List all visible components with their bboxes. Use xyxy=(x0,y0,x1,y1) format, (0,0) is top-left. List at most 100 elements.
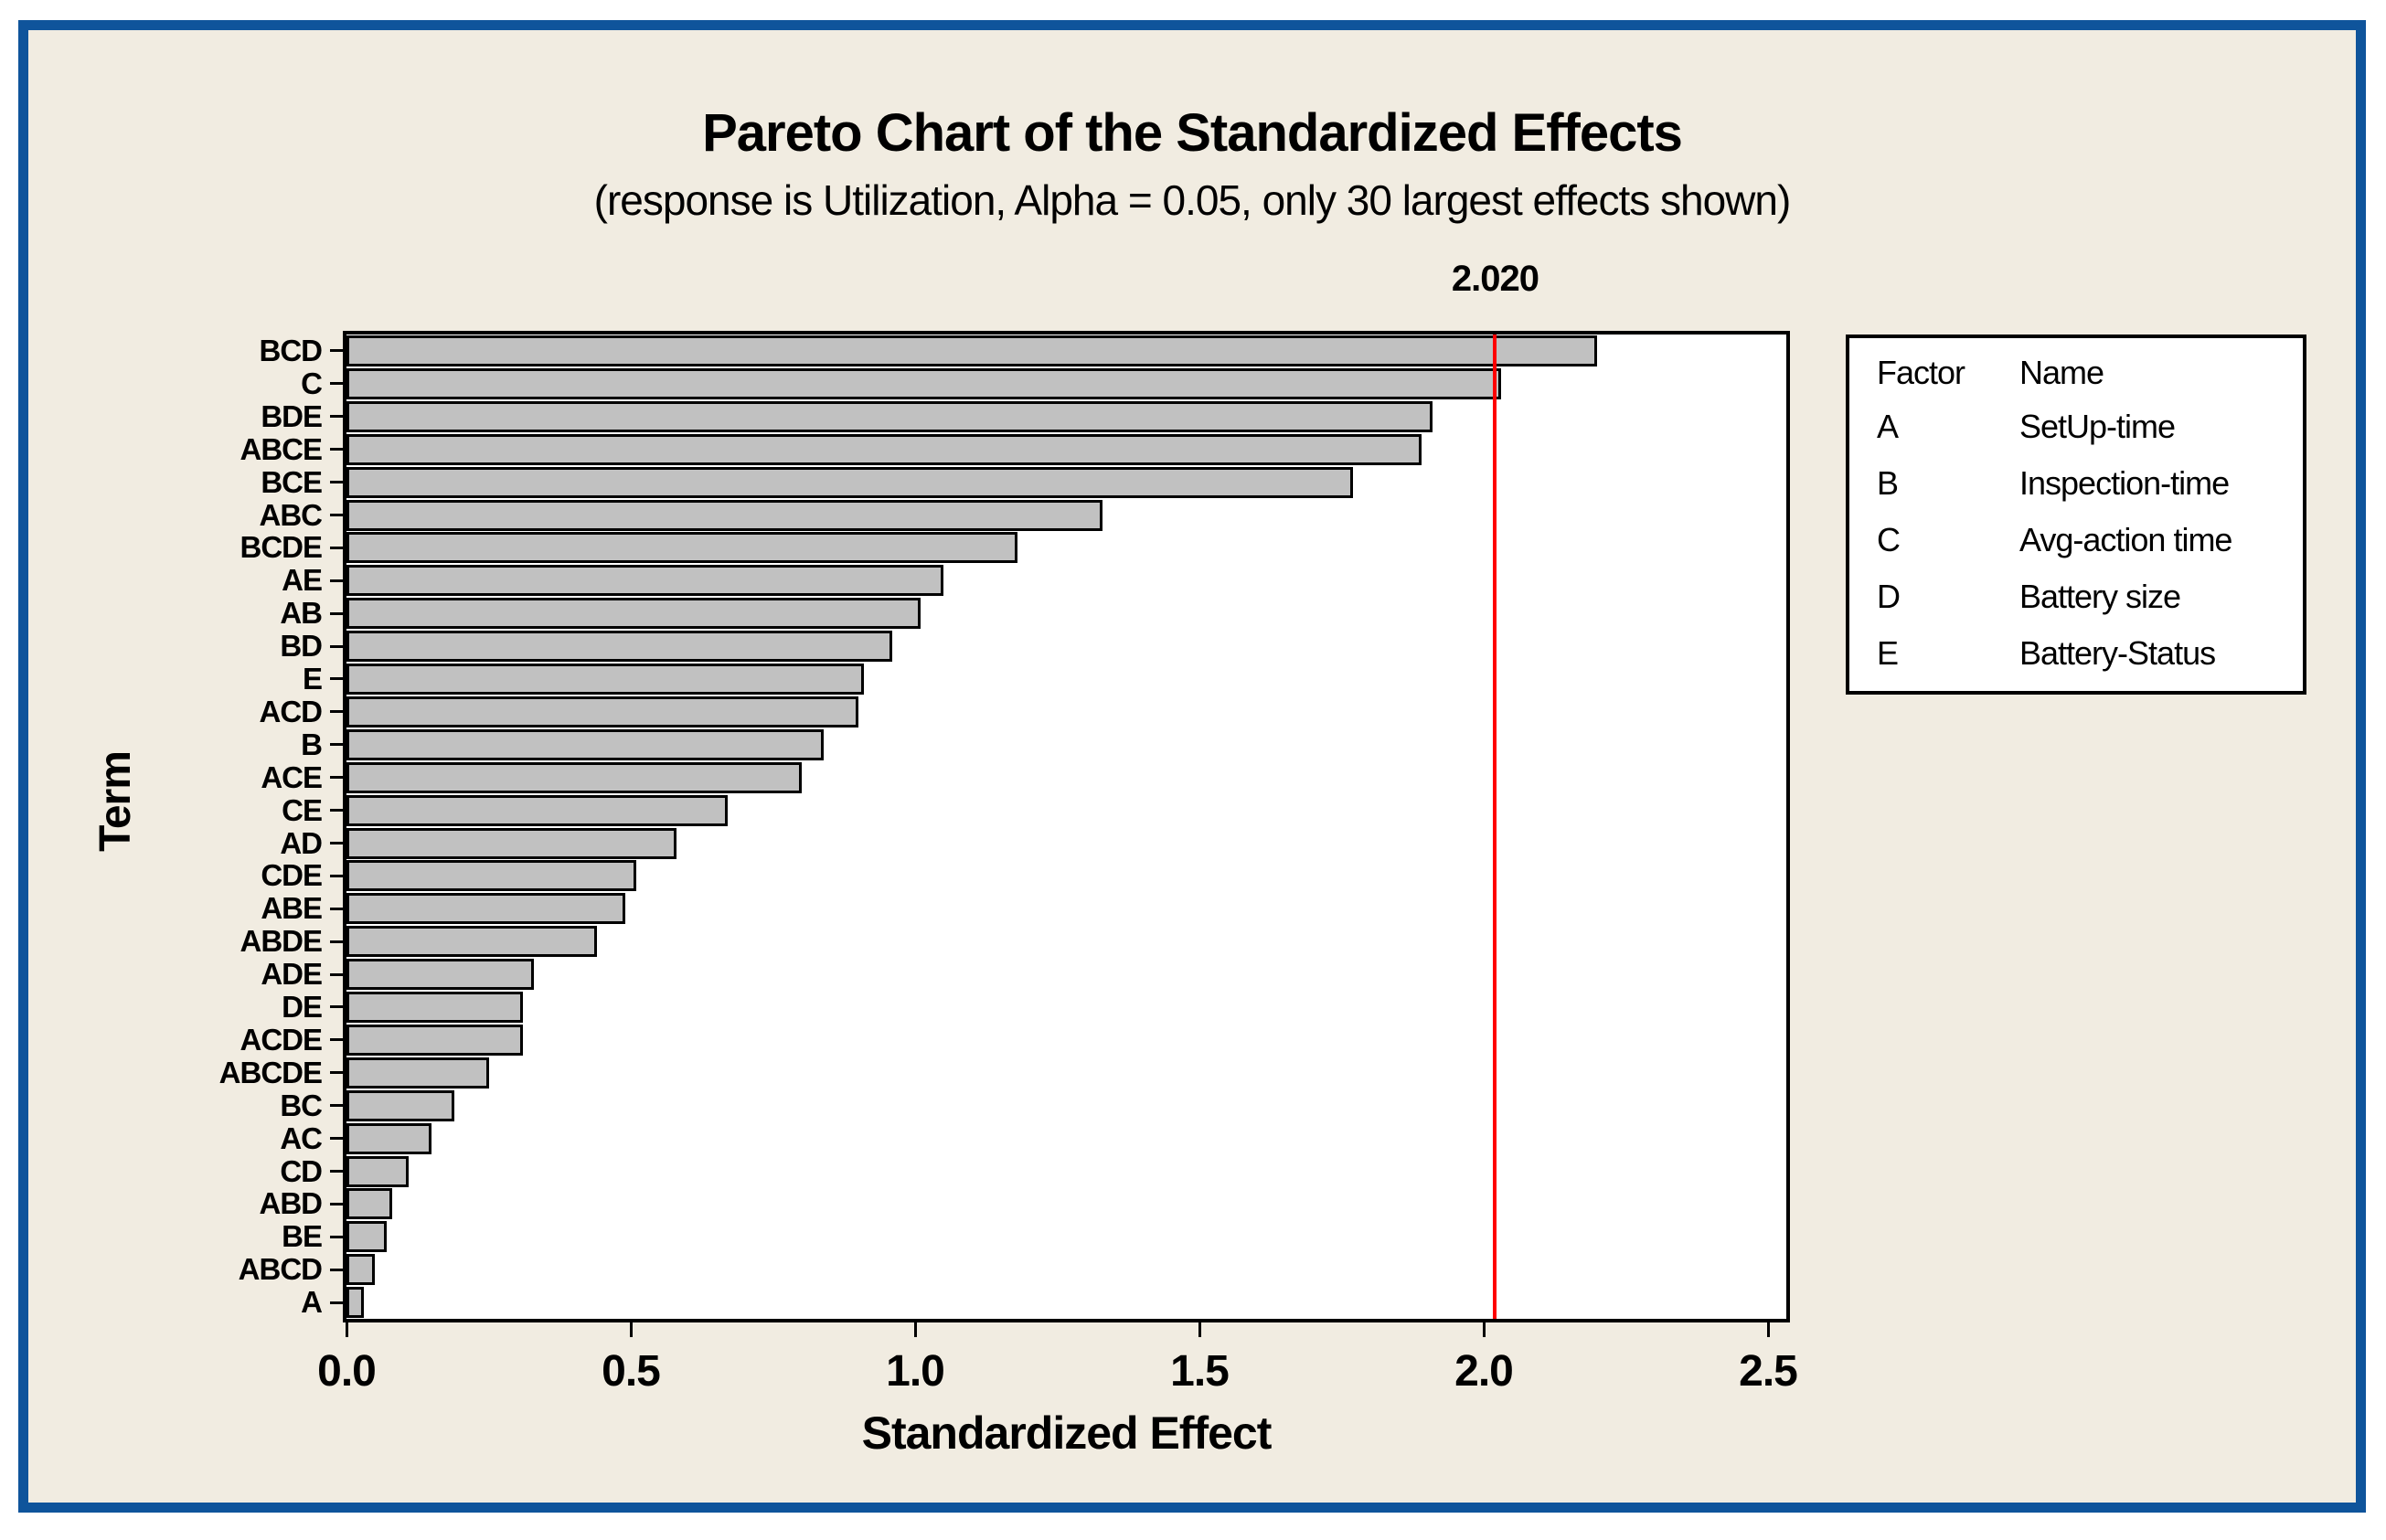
legend-factor: E xyxy=(1877,634,1899,672)
y-axis-tick xyxy=(330,349,343,353)
x-axis-title: Standardized Effect xyxy=(861,1407,1273,1459)
y-axis-label: ABDE xyxy=(240,924,323,959)
bar xyxy=(346,1155,410,1187)
bar xyxy=(346,696,858,728)
bar-row xyxy=(346,564,1786,597)
bar xyxy=(346,499,1103,531)
bar xyxy=(346,1024,523,1056)
reference-line xyxy=(1493,335,1497,1319)
bar-row xyxy=(346,696,1786,728)
bar xyxy=(346,367,1501,399)
bar-row xyxy=(346,1220,1786,1253)
bar xyxy=(346,728,825,760)
bar-row xyxy=(346,1253,1786,1286)
bar-row xyxy=(346,1155,1786,1188)
legend-factor: D xyxy=(1877,578,1901,615)
y-axis-label: BC xyxy=(280,1088,323,1122)
y-axis-tick xyxy=(330,1104,343,1108)
legend-row: D Battery size xyxy=(1877,568,2303,625)
x-axis-tick xyxy=(345,1322,348,1337)
y-axis-label: CD xyxy=(280,1153,323,1188)
bar xyxy=(346,926,597,958)
legend: Factor Name A SetUp-time B Inspection-time C Av… xyxy=(1846,335,2306,695)
legend-name: SetUp-time xyxy=(2019,408,2176,445)
x-axis-tick xyxy=(1198,1322,1201,1337)
y-axis-label: C xyxy=(301,366,323,400)
bar xyxy=(346,1254,376,1286)
legend-header-row: Factor Name xyxy=(1877,347,2303,398)
y-axis-tick xyxy=(330,1301,343,1304)
y-axis-label: BE xyxy=(282,1219,323,1254)
legend-row: B Inspection-time xyxy=(1877,455,2303,512)
bar xyxy=(346,1188,392,1220)
y-axis-label: B xyxy=(301,727,323,761)
y-axis-tick xyxy=(330,1235,343,1238)
bar xyxy=(346,1057,489,1089)
y-axis-label: ACD xyxy=(259,694,324,728)
bar xyxy=(346,631,893,663)
y-axis-label: BCE xyxy=(261,464,323,499)
bar-row xyxy=(346,1024,1786,1057)
bar-row xyxy=(346,400,1786,433)
y-axis-tick xyxy=(330,841,343,844)
bar-row xyxy=(346,663,1786,696)
legend-row: E Battery-Status xyxy=(1877,625,2303,682)
y-axis-tick xyxy=(330,1268,343,1271)
y-axis-tick xyxy=(330,1038,343,1042)
y-axis-label: A xyxy=(301,1285,323,1320)
legend-factor: A xyxy=(1877,408,1899,445)
bar xyxy=(346,992,523,1023)
bar-row xyxy=(346,991,1786,1024)
x-axis-tick xyxy=(629,1322,633,1337)
bar-row xyxy=(346,794,1786,827)
bar xyxy=(346,1221,387,1253)
y-axis-label: DE xyxy=(282,990,323,1024)
bar-row xyxy=(346,1122,1786,1155)
y-axis-tick xyxy=(330,448,343,451)
y-axis-tick xyxy=(330,611,343,615)
x-axis-tick-label: 2.0 xyxy=(1454,1347,1514,1396)
legend-grid: Factor Name A SetUp-time B Inspection-time C Av… xyxy=(1877,347,2303,682)
y-axis-tick xyxy=(330,1071,343,1075)
y-axis-tick xyxy=(330,481,343,484)
chart-subtitle: (response is Utilization, Alpha = 0.05, … xyxy=(593,176,1792,224)
y-axis-tick xyxy=(330,415,343,419)
bar xyxy=(346,827,676,859)
legend-factor: B xyxy=(1877,464,1899,502)
bar xyxy=(346,598,921,630)
y-axis-label: ABE xyxy=(261,891,323,926)
y-axis-label: AB xyxy=(280,596,323,631)
bar-row xyxy=(346,827,1786,860)
y-axis-tick xyxy=(330,382,343,386)
bar-row xyxy=(346,859,1786,892)
plot-area xyxy=(343,331,1790,1322)
y-axis-label: BCDE xyxy=(240,530,323,565)
y-axis-label: BD xyxy=(280,629,323,664)
bar-row xyxy=(346,925,1786,958)
y-axis-label: BCD xyxy=(259,334,324,367)
y-axis-tick xyxy=(330,743,343,747)
bar xyxy=(346,1287,364,1319)
bar-row xyxy=(346,1089,1786,1122)
x-axis-tick-label: 2.5 xyxy=(1739,1347,1798,1396)
reference-line-label: 2.020 xyxy=(1451,259,1539,299)
y-axis-tick xyxy=(330,972,343,976)
y-axis-tick xyxy=(330,874,343,877)
y-axis-label: ABCE xyxy=(240,431,323,466)
bar xyxy=(346,794,728,826)
y-axis-tick xyxy=(330,1202,343,1205)
y-axis-tick xyxy=(330,1137,343,1141)
y-axis-label: ACE xyxy=(261,759,323,794)
bar xyxy=(346,466,1353,498)
y-axis-label: CDE xyxy=(261,858,323,893)
y-axis-tick xyxy=(330,1169,343,1173)
y-axis-tick xyxy=(330,579,343,582)
bar-row xyxy=(346,958,1786,991)
bar xyxy=(346,433,1422,465)
y-axis-label: CE xyxy=(282,792,323,827)
x-axis-tick xyxy=(1482,1322,1486,1337)
bar xyxy=(346,400,1433,432)
chart-title: Pareto Chart of the Standardized Effects xyxy=(702,103,1683,163)
x-axis-tick xyxy=(1766,1322,1770,1337)
